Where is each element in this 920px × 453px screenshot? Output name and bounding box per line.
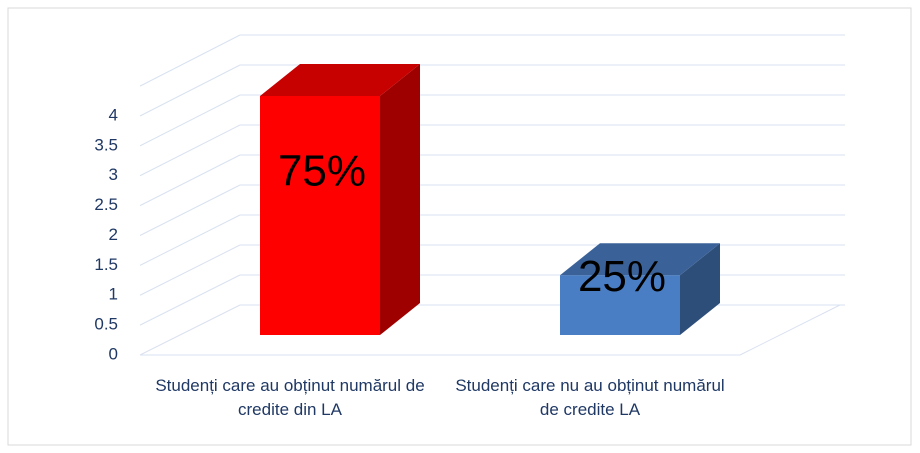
grid-line [139, 124, 241, 177]
x-tick-label: Studenți care au obținut numărul de cred… [155, 376, 425, 419]
grid-line [139, 304, 241, 356]
bar-top [260, 64, 420, 96]
bar-side [380, 64, 420, 335]
grid-line [139, 64, 241, 117]
grid-line [139, 244, 241, 296]
grid-line [139, 184, 241, 236]
y-tick-label: 3 [109, 165, 118, 184]
floor-edge [739, 304, 841, 356]
x-tick-label: Studenți care nu au obținut numărul de c… [455, 376, 725, 419]
y-tick-label: 1.5 [94, 255, 118, 274]
y-tick-label: 0.5 [94, 315, 118, 334]
y-tick-label: 2 [109, 225, 118, 244]
bar-side [680, 243, 720, 335]
bar-annotation: 75% [278, 147, 366, 196]
y-tick-label: 1 [109, 285, 118, 304]
y-tick-label: 3.5 [94, 135, 118, 154]
bar-annotation: 25% [578, 252, 666, 301]
grid-line [139, 34, 241, 87]
grid-line [139, 214, 241, 266]
y-tick-label: 4 [109, 105, 118, 124]
grid-line [139, 94, 241, 147]
bar-front [260, 96, 380, 335]
grid-line [139, 154, 241, 207]
bar-front [560, 275, 680, 335]
y-tick-label: 0 [109, 344, 118, 363]
y-tick-label: 2.5 [94, 195, 118, 214]
bar-top [560, 243, 720, 276]
grid-line [139, 274, 241, 326]
